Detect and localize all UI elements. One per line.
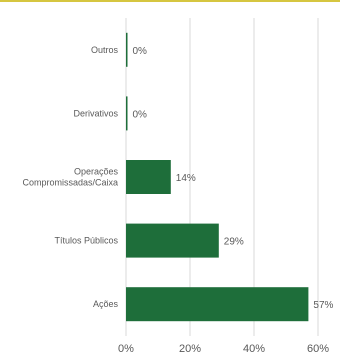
value-label: 0%	[133, 46, 148, 57]
x-tick-label: 20%	[179, 343, 201, 355]
value-label: 29%	[224, 237, 244, 248]
category-label: Operações Compromissadas/Caixa	[22, 167, 118, 188]
bars	[126, 33, 308, 321]
bar	[126, 33, 128, 67]
category-label: Ações	[93, 299, 119, 309]
category-label: Outros	[91, 45, 119, 55]
x-tick-label: 40%	[243, 343, 265, 355]
value-label: 0%	[133, 109, 148, 120]
labels: Outros 0% Derivativos 0% Operações Compromiss…	[22, 45, 333, 311]
x-axis-ticks: 0% 20% 40% 60%	[118, 343, 329, 355]
value-label: 14%	[176, 173, 196, 184]
x-tick-label: 60%	[307, 343, 329, 355]
bar	[126, 287, 308, 321]
bar	[126, 160, 171, 194]
bar	[126, 224, 219, 258]
value-label: 57%	[313, 300, 333, 311]
category-label: Derivativos	[73, 108, 118, 118]
category-label: Títulos Públicos	[54, 236, 118, 246]
bar	[126, 96, 128, 130]
x-tick-label: 0%	[118, 343, 134, 355]
